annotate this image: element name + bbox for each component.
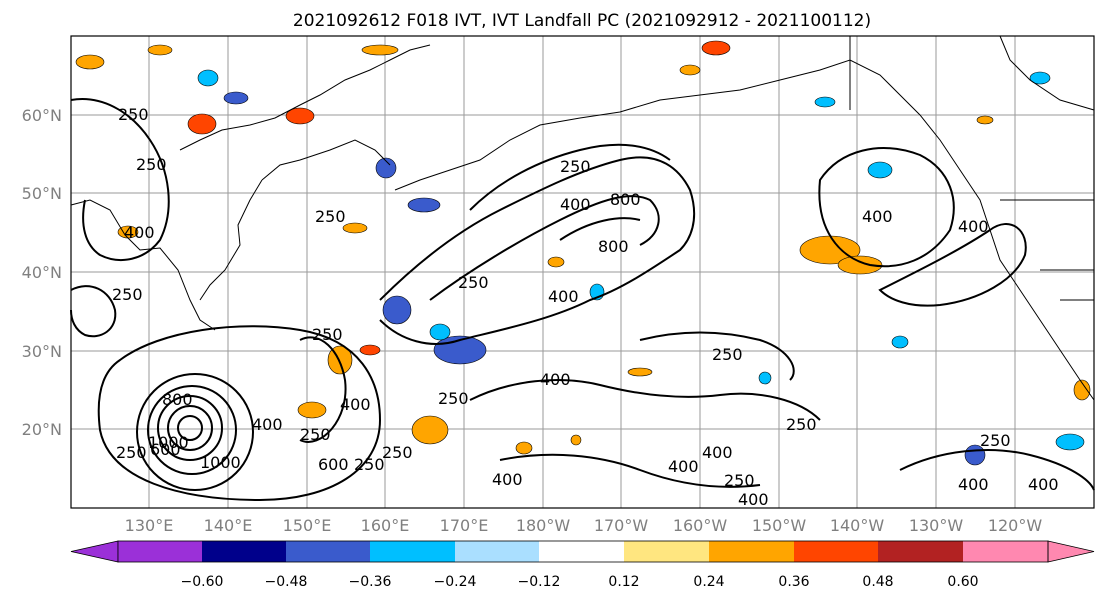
colorbar-segment — [455, 541, 539, 562]
colorbar-extend-high — [1047, 540, 1095, 563]
contour-label: 250 — [438, 389, 469, 408]
colorbar-tick-label: −0.36 — [349, 574, 392, 590]
contour-label: 250 — [458, 273, 489, 292]
colorbar-segment — [624, 541, 709, 562]
latitude-labels: 60°N 50°N 40°N 30°N 20°N — [22, 106, 62, 439]
ivt-contours — [70, 98, 1095, 502]
colorbar-tick-label: 0.12 — [608, 574, 639, 590]
colorbar-tick-label: −0.12 — [518, 574, 561, 590]
lon-label: 150°E — [283, 516, 332, 535]
contour-label: 600 — [150, 440, 181, 459]
lon-label: 170°E — [440, 516, 489, 535]
contour-label: 250 — [312, 325, 343, 344]
ivt-pc-shading — [75, 40, 1091, 466]
colorbar-segment — [539, 541, 624, 562]
colorbar-tick-label: −0.60 — [181, 574, 224, 590]
lat-label: 40°N — [22, 263, 62, 282]
colorbar-extend-low — [70, 540, 119, 563]
map-frame — [70, 35, 1095, 509]
contour-label: 250 — [786, 415, 817, 434]
lon-label: 140°W — [830, 516, 885, 535]
longitude-labels: 130°E 140°E 150°E 160°E 170°E 180°W 170°… — [125, 516, 1043, 535]
contour-label: 250 — [354, 455, 385, 474]
contour-label: 800 — [598, 237, 629, 256]
contour-label: 250 — [116, 443, 147, 462]
contour-label: 250 — [382, 443, 413, 462]
colorbar-segment — [963, 541, 1048, 562]
colorbar-segment — [118, 541, 202, 562]
colorbar-segment — [794, 541, 878, 562]
colorbar-tick-label: 0.48 — [862, 574, 893, 590]
colorbar-tick-label: −0.24 — [434, 574, 477, 590]
contour-labels: 250 250 400 250 250 400 800 250 400 800 … — [112, 105, 1059, 509]
lat-label: 60°N — [22, 106, 62, 125]
contour-label: 1000 — [200, 453, 241, 472]
lon-label: 160°W — [673, 516, 728, 535]
contour-label: 400 — [862, 207, 893, 226]
contour-label: 250 — [118, 105, 149, 124]
contour-label: 400 — [702, 443, 733, 462]
lat-label: 20°N — [22, 420, 62, 439]
contour-label: 250 — [136, 155, 167, 174]
contour-label: 400 — [560, 195, 591, 214]
contour-label: 250 — [712, 345, 743, 364]
contour-label: 250 — [560, 157, 591, 176]
lon-label: 150°W — [752, 516, 807, 535]
colorbar-tick-label: −0.48 — [265, 574, 308, 590]
lon-label: 130°W — [909, 516, 964, 535]
colorbar — [70, 540, 1095, 563]
lat-label: 30°N — [22, 342, 62, 361]
colorbar-segment — [709, 541, 794, 562]
contour-label: 250 — [724, 471, 755, 490]
contour-label: 250 — [300, 425, 331, 444]
contour-label: 400 — [548, 287, 579, 306]
contour-label: 250 — [980, 431, 1011, 450]
lon-label: 160°E — [361, 516, 410, 535]
map-title: 2021092612 F018 IVT, IVT Landfall PC (20… — [293, 11, 871, 31]
contour-label: 400 — [540, 370, 571, 389]
colorbar-tick-label: 0.24 — [693, 574, 724, 590]
contour-label: 400 — [958, 475, 989, 494]
colorbar-segment — [370, 541, 455, 562]
contour-label: 400 — [668, 457, 699, 476]
lon-label: 130°E — [125, 516, 174, 535]
colorbar-segment — [878, 541, 963, 562]
contour-label: 400 — [252, 415, 283, 434]
colorbar-outline — [117, 540, 1049, 563]
contour-label: 400 — [492, 470, 523, 489]
colorbar-segment — [286, 541, 370, 562]
contour-label: 1000 — [148, 433, 189, 452]
contour-label: 600 — [318, 455, 349, 474]
contour-label: 400 — [124, 223, 155, 242]
contour-label: 800 — [610, 190, 641, 209]
lat-label: 50°N — [22, 184, 62, 203]
lon-label: 170°W — [594, 516, 649, 535]
colorbar-segment — [202, 541, 286, 562]
contour-label: 400 — [958, 217, 989, 236]
contour-label: 400 — [1028, 475, 1059, 494]
contour-label: 400 — [340, 395, 371, 414]
colorbar-tick-label: 0.36 — [778, 574, 809, 590]
lon-label: 180°W — [516, 516, 571, 535]
contour-label: 250 — [112, 285, 143, 304]
lon-label: 140°E — [204, 516, 253, 535]
contour-label: 800 — [162, 390, 193, 409]
colorbar-tick-label: 0.60 — [947, 574, 978, 590]
lon-label: 120°W — [988, 516, 1043, 535]
contour-label: 400 — [738, 490, 769, 509]
contour-label: 250 — [315, 207, 346, 226]
colorbar-ticks: −0.60 −0.48 −0.36 −0.24 −0.12 0.12 0.24 … — [181, 574, 979, 590]
